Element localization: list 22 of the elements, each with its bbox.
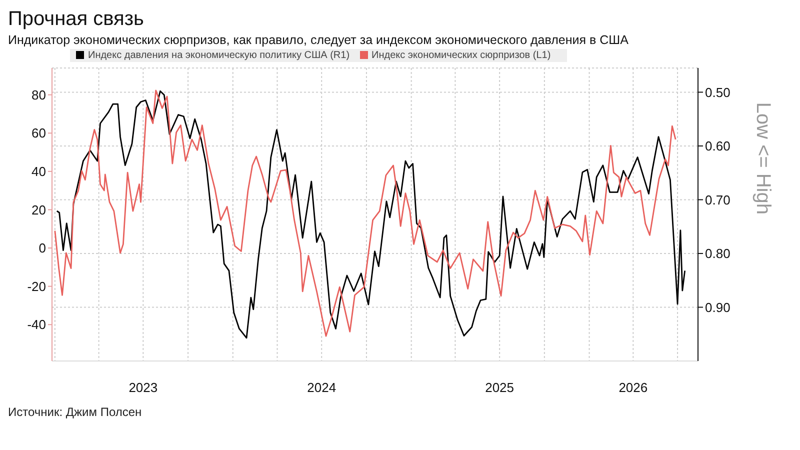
legend-label: Индекс экономических сюрпризов (L1) (372, 50, 551, 61)
y-tick-label: -40 (27, 317, 46, 332)
y2-tick-label: 0.80 (705, 246, 730, 262)
y-tick-label: -20 (27, 278, 46, 294)
legend-label: Индекс давления на экономическую политику США (R1) (88, 50, 350, 61)
y2-tick-label: 0.60 (705, 138, 730, 154)
x-tick-label: 2025 (485, 380, 514, 396)
x-tick-label: 2024 (307, 380, 336, 396)
y2-tick-label: 0.50 (705, 84, 730, 100)
chart-title: Прочная связь (8, 8, 145, 31)
y-tick-label: 60 (32, 126, 46, 141)
y2-tick-label: 0.70 (705, 192, 730, 208)
y-tick-label: 40 (32, 164, 46, 180)
text: Источник: Джим Полсен (8, 405, 143, 419)
x-tick-label: 2023 (128, 380, 158, 396)
y2-axis-title: Low <= High (752, 102, 774, 214)
y-tick-label: 80 (32, 87, 46, 102)
y-tick-label: 20 (32, 202, 46, 218)
y2-tick-label: 0.90 (705, 300, 730, 315)
x-tick-label: 2026 (618, 380, 648, 396)
chart-subtitle: Индикатор экономических сюрпризов, как правило, следует за индексом экономического давления в США (8, 33, 630, 47)
y-tick-label: 0 (38, 240, 46, 256)
